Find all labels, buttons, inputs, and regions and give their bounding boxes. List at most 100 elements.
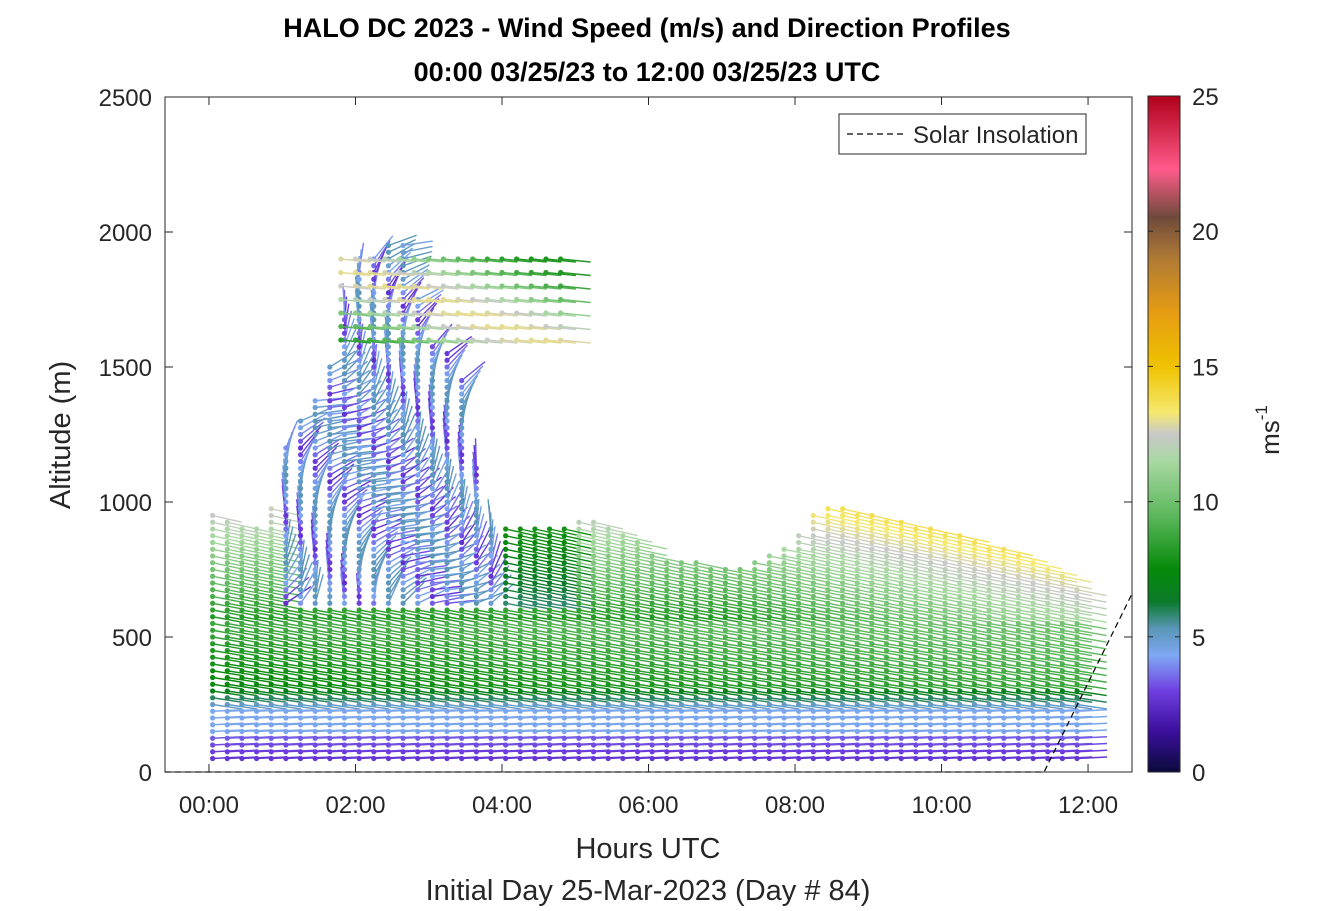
wind-barb-point xyxy=(400,499,406,505)
wind-barb-point xyxy=(459,735,465,741)
wind-barb-point xyxy=(503,674,509,681)
wind-barb-point xyxy=(796,573,802,579)
wind-barb-shaft xyxy=(315,415,345,422)
wind-barb-point xyxy=(840,614,846,620)
wind-barb-point xyxy=(898,701,904,708)
wind-barb-point xyxy=(576,546,582,552)
wind-barb-point xyxy=(825,708,831,714)
wind-barb-point xyxy=(444,620,450,627)
wind-barb-point xyxy=(737,681,743,687)
wind-barb-point xyxy=(840,560,846,566)
wind-barb-point xyxy=(810,647,816,654)
wind-barb-shaft xyxy=(578,548,609,557)
wind-barb-point xyxy=(297,674,304,681)
wind-barb-shaft xyxy=(739,582,770,590)
wind-barb-point xyxy=(796,742,802,748)
wind-barb-point xyxy=(532,546,538,552)
wind-barb-point xyxy=(371,674,377,681)
wind-barb-point xyxy=(942,580,948,586)
wind-barb-point xyxy=(341,701,348,708)
wind-barb-point xyxy=(883,546,890,552)
wind-barb-point xyxy=(268,654,274,660)
wind-barb-shaft xyxy=(461,616,492,623)
wind-barb-point xyxy=(444,364,450,370)
wind-barb-point xyxy=(459,445,465,451)
wind-barb-point xyxy=(1001,708,1007,714)
wind-barb-point xyxy=(898,607,904,613)
wind-barb-shaft xyxy=(901,541,931,550)
wind-barb-point xyxy=(547,641,553,647)
wind-barb-point xyxy=(415,641,421,647)
wind-barb-point xyxy=(898,654,904,660)
wind-barb-point xyxy=(927,742,934,748)
wind-barb-point xyxy=(312,641,318,647)
wind-barb-point xyxy=(210,708,216,714)
wind-barb-point xyxy=(781,688,787,694)
wind-barb-point xyxy=(455,296,461,303)
wind-barb-point xyxy=(590,634,597,640)
wind-barb-point xyxy=(499,296,505,303)
wind-barb-point xyxy=(341,553,348,559)
wind-barb-point xyxy=(253,708,260,714)
wind-barb-point xyxy=(484,337,490,343)
wind-barb-point xyxy=(268,708,274,714)
wind-barb-shaft xyxy=(1003,636,1034,643)
wind-barb-point xyxy=(590,627,597,633)
wind-barb-point xyxy=(1001,553,1007,559)
wind-barb-shaft xyxy=(608,582,638,590)
wind-barb-point xyxy=(210,620,216,627)
wind-barb-point xyxy=(488,600,494,606)
wind-barb-shaft xyxy=(783,548,814,557)
wind-barb-point xyxy=(708,715,714,721)
wind-barb-point xyxy=(913,722,919,728)
wind-barb-point xyxy=(371,465,377,471)
wind-barb-point xyxy=(415,411,421,417)
wind-barb-point xyxy=(371,553,377,559)
wind-barb-point xyxy=(473,512,479,519)
wind-barb-point xyxy=(210,526,216,532)
wind-barb-point xyxy=(737,735,743,741)
wind-barb-point xyxy=(473,566,479,573)
wind-barb-point xyxy=(503,546,509,552)
wind-barb-point xyxy=(898,681,904,687)
wind-barb-point xyxy=(297,438,304,444)
wind-barb-shaft xyxy=(534,535,565,543)
wind-barb-point xyxy=(957,755,963,762)
wind-barb-point xyxy=(576,634,582,640)
wind-barb-point xyxy=(883,668,890,674)
wind-barb-point xyxy=(415,755,421,762)
wind-barb-point xyxy=(297,755,304,762)
wind-barb-point xyxy=(664,722,670,728)
wind-barb-point xyxy=(532,580,538,586)
wind-barb-point xyxy=(400,620,406,627)
wind-barb-point xyxy=(1074,634,1080,640)
wind-barb-shaft xyxy=(1018,568,1048,577)
wind-barb-point xyxy=(942,749,948,755)
wind-barb-point xyxy=(459,614,465,620)
wind-barb-point xyxy=(986,722,992,728)
wind-barb-point xyxy=(927,587,934,593)
wind-barb-shaft xyxy=(886,602,917,610)
wind-barb-point xyxy=(722,614,729,620)
wind-barb-point xyxy=(210,661,216,667)
wind-barb-shaft xyxy=(446,335,473,355)
wind-barb-point xyxy=(297,546,304,552)
wind-barb-shaft xyxy=(959,616,990,623)
wind-barb-point xyxy=(400,485,406,492)
wind-barb-point xyxy=(942,647,948,654)
wind-barb-point xyxy=(503,614,509,620)
wind-barb-point xyxy=(825,674,831,681)
wind-barb-point xyxy=(825,593,831,600)
wind-barb-point xyxy=(470,337,476,343)
wind-barb-point xyxy=(1030,587,1036,593)
wind-barb-shaft xyxy=(490,609,521,617)
wind-barb-point xyxy=(210,668,216,674)
wind-barb-point xyxy=(371,506,377,512)
wind-barb-point xyxy=(327,526,333,532)
wind-barb-point xyxy=(415,303,421,309)
wind-barb-point xyxy=(283,472,289,478)
wind-barb-point xyxy=(1074,607,1080,613)
wind-barb-point xyxy=(590,620,597,627)
wind-barb-point xyxy=(385,553,392,559)
wind-barb-point xyxy=(499,256,505,262)
